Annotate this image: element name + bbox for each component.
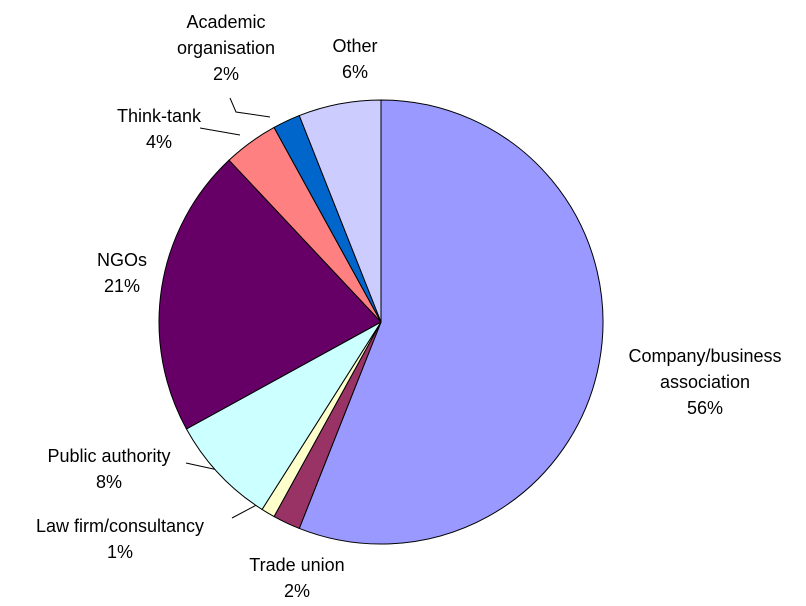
slice-label: Law firm/consultancy 1% <box>0 513 250 565</box>
category-label: Think-tank <box>116 106 202 126</box>
value-label: 4% <box>145 132 172 152</box>
pie-slice <box>185 321 382 511</box>
slice-label: NGOs 21% <box>22 247 222 299</box>
value-label: 1% <box>106 542 133 562</box>
category-label: NGOs <box>96 250 147 270</box>
category-label: Academic organisation <box>176 12 276 58</box>
slice-label: Think-tank 4% <box>59 103 259 155</box>
value-label: 6% <box>341 62 368 82</box>
category-label: Other <box>332 36 378 56</box>
slice-label: Other 6% <box>295 33 415 85</box>
leader-line <box>199 127 241 136</box>
leader-line <box>229 97 271 118</box>
leader-line <box>185 462 219 471</box>
value-label: 2% <box>283 581 310 601</box>
category-label: Law firm/consultancy <box>35 516 205 536</box>
category-label: Company/business association <box>628 346 782 392</box>
slice-label: Public authority 8% <box>0 443 239 495</box>
value-label: 56% <box>686 398 724 418</box>
pie-slice <box>158 159 382 430</box>
value-label: 2% <box>212 64 239 84</box>
slice-label: Trade union 2% <box>167 552 427 604</box>
slice-label: Company/business association 56% <box>605 343 805 421</box>
value-label: 21% <box>103 276 141 296</box>
value-label: 8% <box>95 472 122 492</box>
pie-slice <box>298 99 604 545</box>
category-label: Trade union <box>249 555 345 575</box>
slice-label: Academic organisation 2% <box>171 9 281 87</box>
pie-slice <box>298 99 382 323</box>
category-label: Public authority <box>47 446 171 466</box>
slices <box>158 99 604 545</box>
